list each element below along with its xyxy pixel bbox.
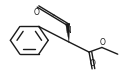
Polygon shape [66, 23, 70, 42]
Text: O: O [34, 8, 40, 17]
Text: O: O [90, 59, 96, 68]
Text: N: N [65, 26, 71, 35]
Text: O: O [100, 38, 105, 47]
